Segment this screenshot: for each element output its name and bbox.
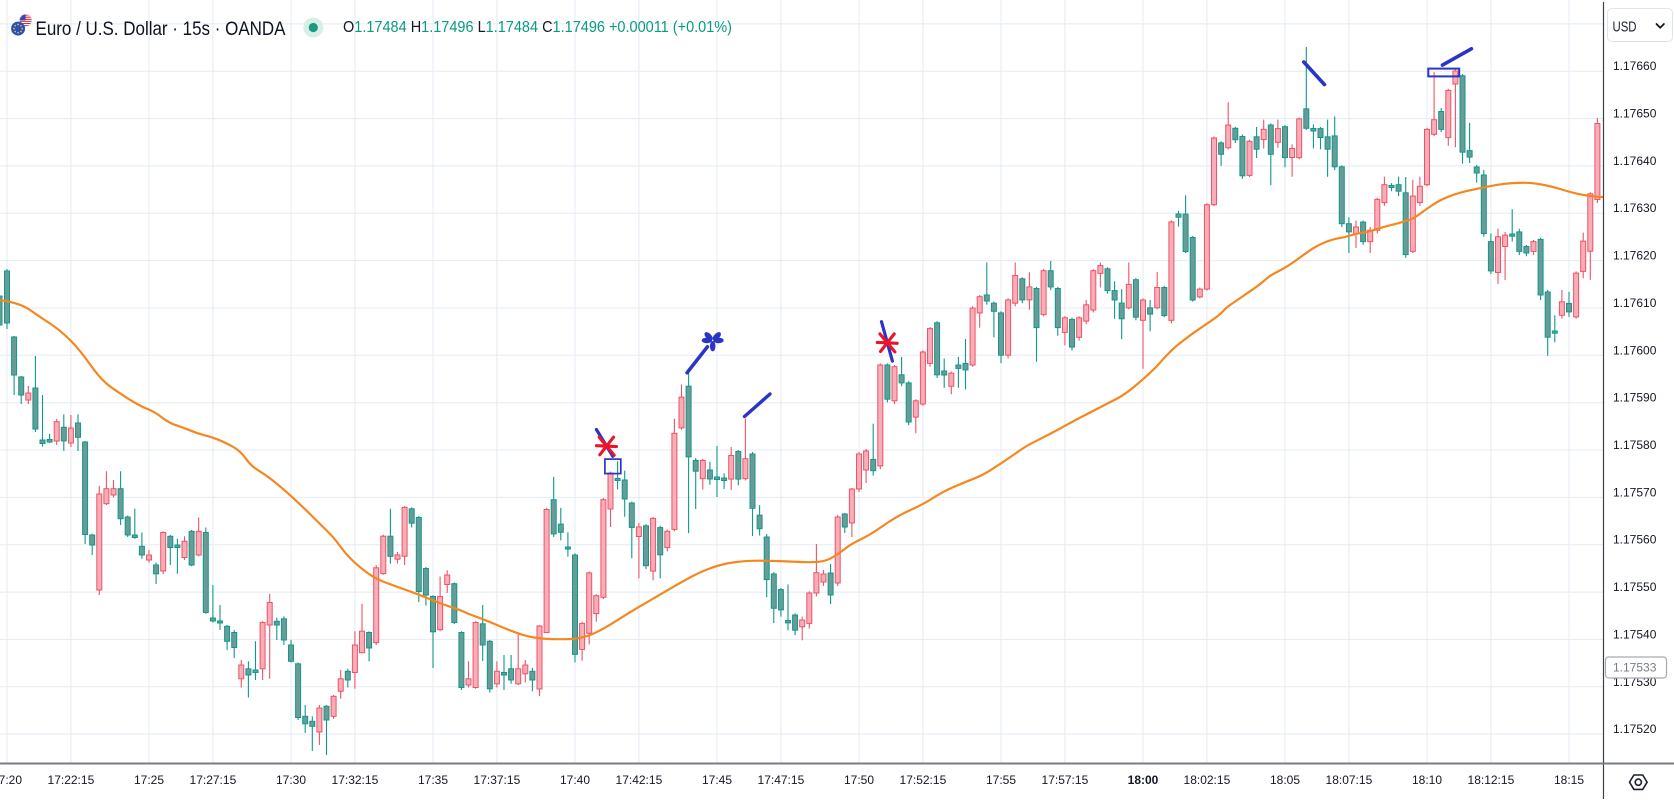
svg-text:1.17550: 1.17550 <box>1613 580 1657 594</box>
svg-text:1.17580: 1.17580 <box>1613 438 1657 452</box>
svg-text:17:40: 17:40 <box>560 773 590 787</box>
svg-text:17:57:15: 17:57:15 <box>1042 773 1089 787</box>
svg-text:1.17650: 1.17650 <box>1613 107 1657 121</box>
svg-text:1.17630: 1.17630 <box>1613 201 1657 215</box>
svg-text:18:07:15: 18:07:15 <box>1326 773 1373 787</box>
svg-text:1.17640: 1.17640 <box>1613 154 1657 168</box>
svg-text:1.17590: 1.17590 <box>1613 391 1657 405</box>
svg-text:1.17533: 1.17533 <box>1613 661 1657 675</box>
svg-text:17:52:15: 17:52:15 <box>900 773 947 787</box>
svg-text:1.17520: 1.17520 <box>1613 722 1657 736</box>
svg-text:17:47:15: 17:47:15 <box>758 773 805 787</box>
svg-text:Euro / U.S. Dollar · 15s · OAN: Euro / U.S. Dollar · 15s · OANDA <box>36 18 286 40</box>
svg-text:17:42:15: 17:42:15 <box>616 773 663 787</box>
svg-text:18:15: 18:15 <box>1554 773 1584 787</box>
svg-text:17:20: 17:20 <box>0 773 22 787</box>
svg-text:18:12:15: 18:12:15 <box>1468 773 1515 787</box>
svg-text:18:10: 18:10 <box>1412 773 1442 787</box>
svg-text:1.17540: 1.17540 <box>1613 627 1657 641</box>
svg-text:18:05: 18:05 <box>1270 773 1300 787</box>
svg-text:17:55: 17:55 <box>986 773 1016 787</box>
svg-text:17:27:15: 17:27:15 <box>190 773 237 787</box>
svg-text:17:37:15: 17:37:15 <box>474 773 521 787</box>
svg-text:17:30: 17:30 <box>276 773 306 787</box>
svg-text:18:02:15: 18:02:15 <box>1184 773 1231 787</box>
svg-text:17:22:15: 17:22:15 <box>48 773 95 787</box>
svg-text:1.17610: 1.17610 <box>1613 296 1657 310</box>
svg-text:1.17560: 1.17560 <box>1613 533 1657 547</box>
svg-text:17:32:15: 17:32:15 <box>332 773 379 787</box>
svg-text:17:35: 17:35 <box>418 773 448 787</box>
svg-text:1.17660: 1.17660 <box>1613 59 1657 73</box>
svg-text:18:00: 18:00 <box>1128 773 1159 787</box>
svg-text:17:50: 17:50 <box>844 773 874 787</box>
svg-text:17:25: 17:25 <box>134 773 164 787</box>
svg-text:17:45: 17:45 <box>702 773 732 787</box>
svg-text:1.17620: 1.17620 <box>1613 249 1657 263</box>
svg-text:USD: USD <box>1613 19 1637 36</box>
svg-text:1.17600: 1.17600 <box>1613 343 1657 357</box>
svg-text:1.17570: 1.17570 <box>1613 485 1657 499</box>
svg-text:O1.17484 H1.17496 L1.17484 C1.: O1.17484 H1.17496 L1.17484 C1.17496 +0.0… <box>343 19 732 36</box>
